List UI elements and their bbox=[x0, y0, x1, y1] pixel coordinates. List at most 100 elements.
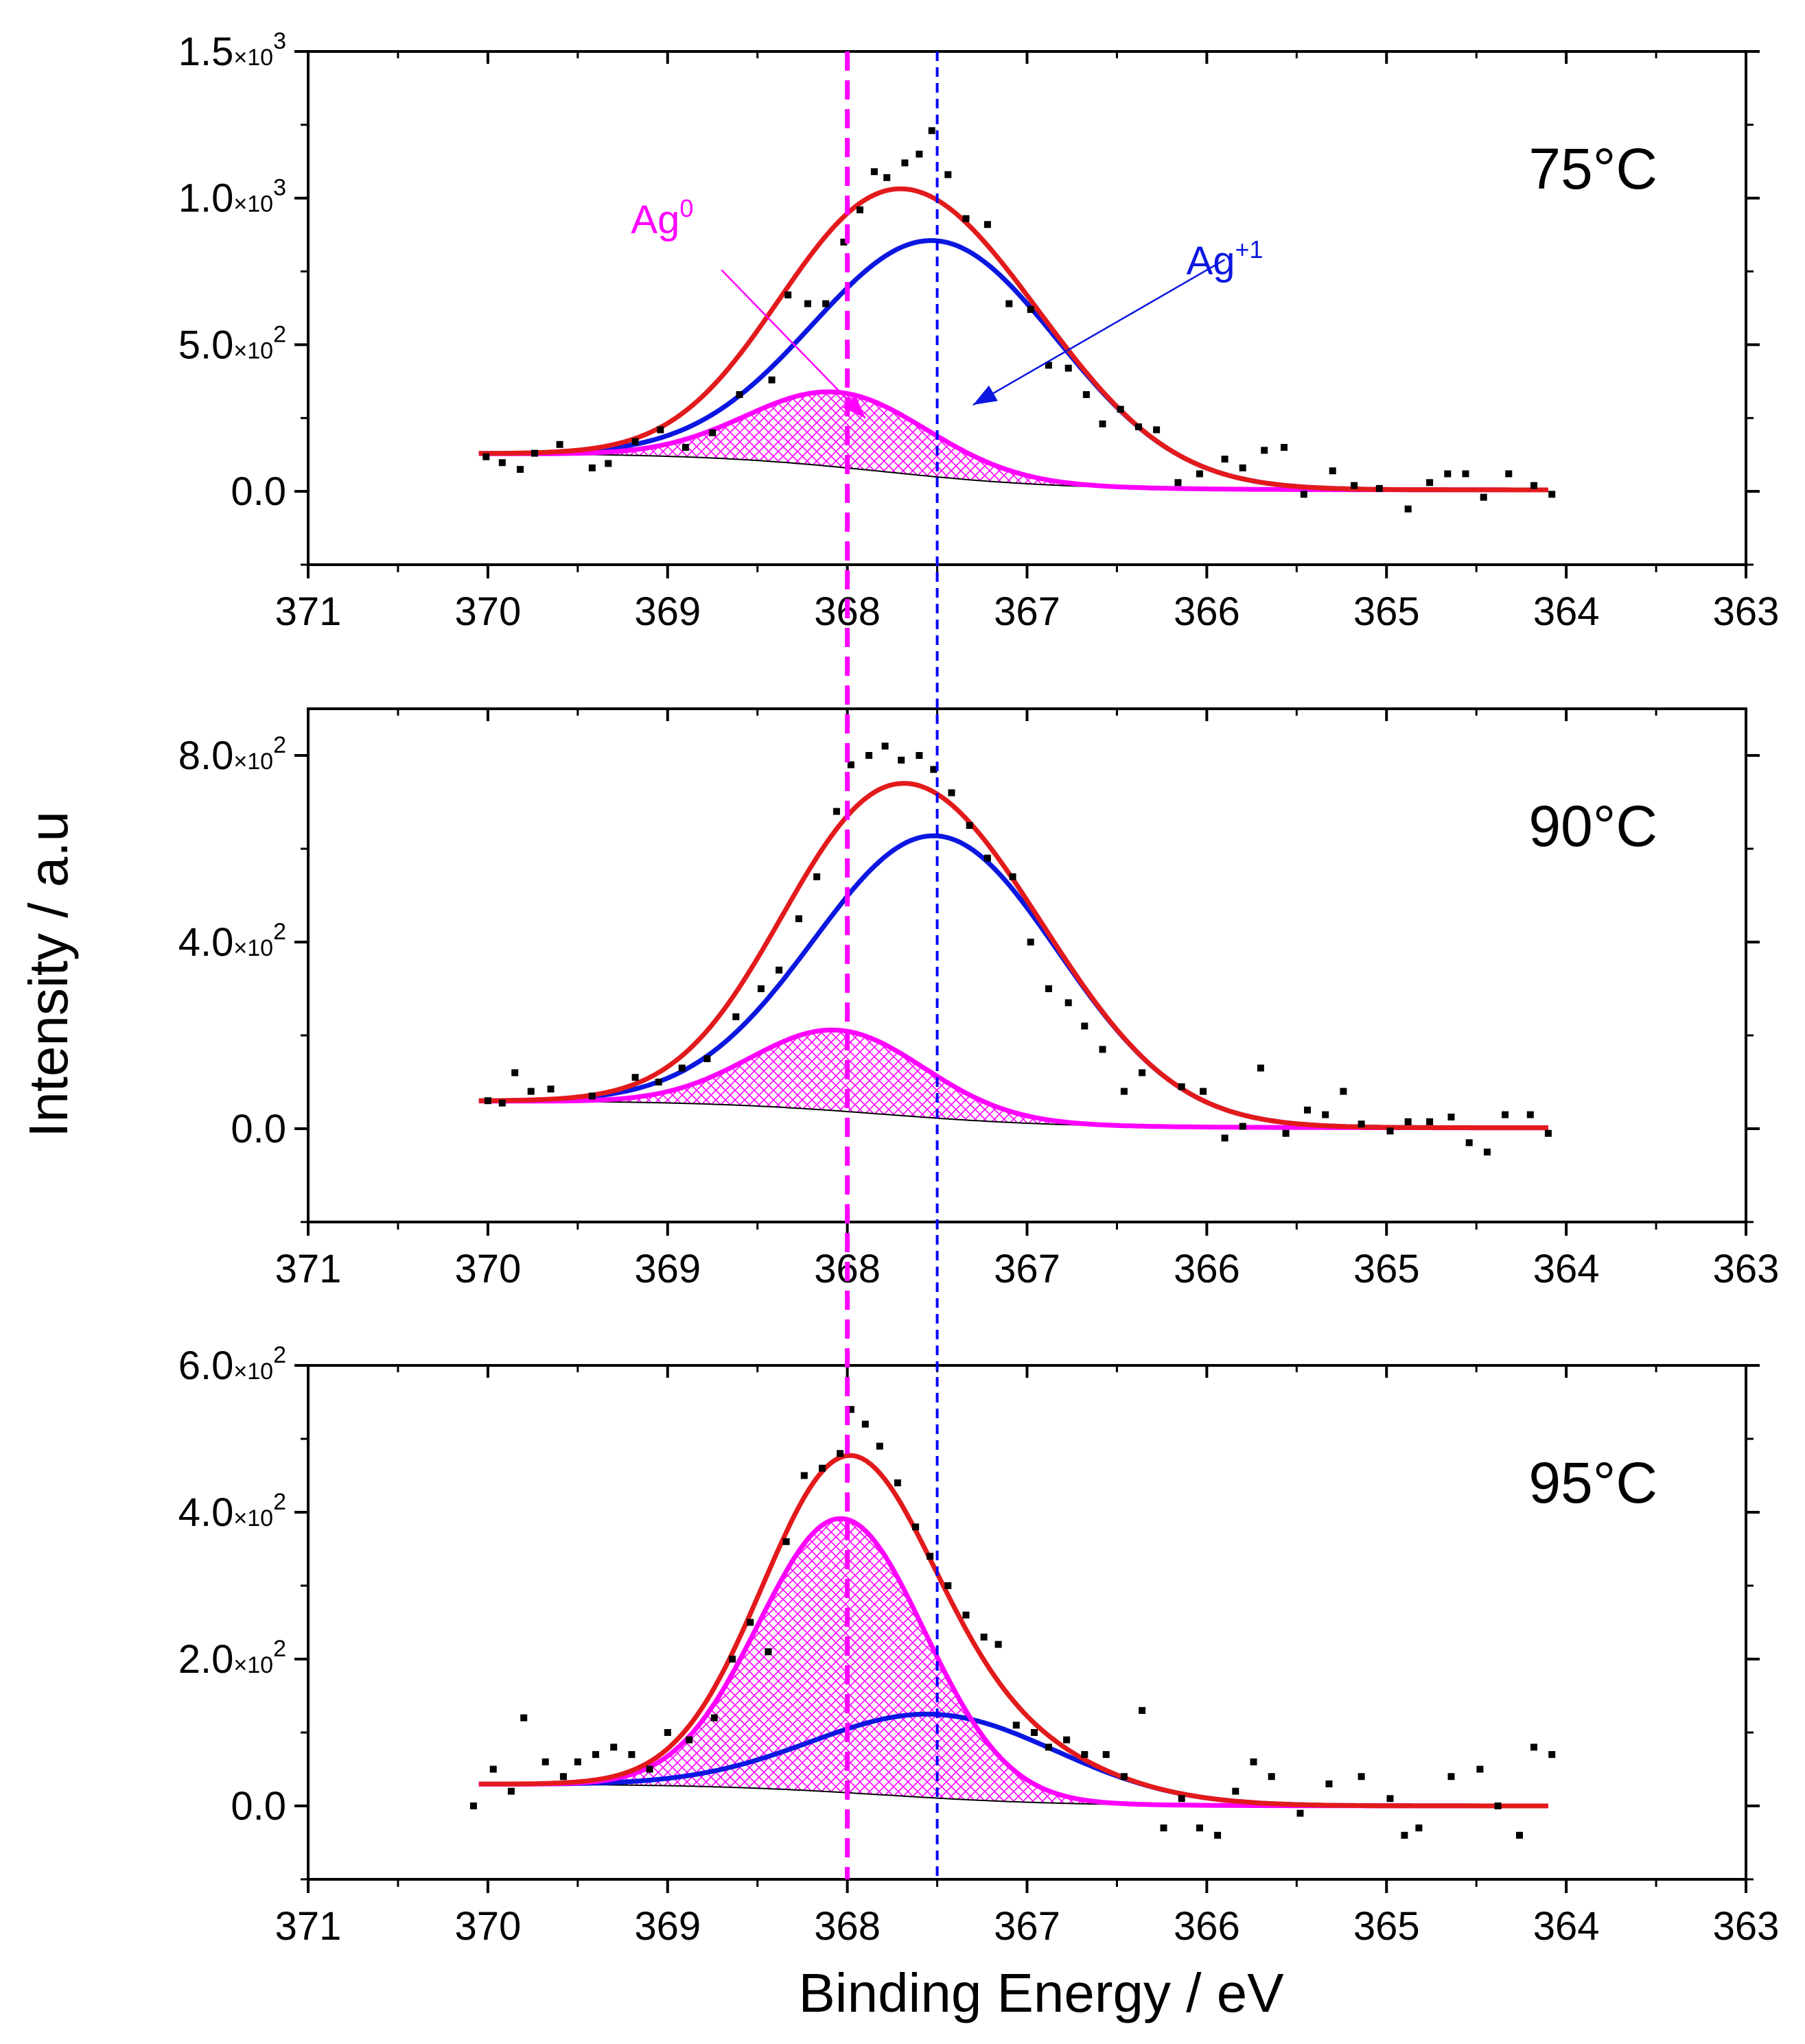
data-point bbox=[511, 1069, 519, 1077]
data-point bbox=[765, 1648, 772, 1656]
data-point bbox=[822, 300, 830, 307]
data-point bbox=[1178, 1795, 1185, 1802]
x-tick-label: 368 bbox=[814, 1904, 881, 1949]
panel-1: 371 370 369 368 367 366 365 364 3630.05.0×1021.0… bbox=[178, 28, 1780, 634]
data-point bbox=[1502, 1111, 1509, 1118]
data-point bbox=[628, 1751, 636, 1759]
data-point bbox=[1426, 1118, 1434, 1125]
data-point bbox=[1325, 1780, 1333, 1787]
data-point bbox=[800, 1472, 808, 1479]
data-point bbox=[876, 1442, 883, 1450]
data-point bbox=[531, 449, 538, 457]
data-point bbox=[782, 1538, 790, 1545]
data-point bbox=[1447, 1773, 1455, 1781]
data-point bbox=[1358, 1773, 1365, 1781]
data-point bbox=[678, 1064, 686, 1072]
plot-frame bbox=[307, 707, 1747, 1223]
data-point bbox=[1031, 1729, 1038, 1736]
ag0-annotation-label: Ag0 bbox=[631, 194, 693, 242]
data-point bbox=[710, 1714, 718, 1722]
data-point bbox=[1375, 484, 1383, 492]
reference-lines-layer bbox=[845, 51, 939, 1879]
data-point bbox=[994, 1641, 1002, 1648]
data-point bbox=[1476, 1765, 1484, 1773]
data-point bbox=[1153, 426, 1161, 434]
x-tick-label: 365 bbox=[1353, 1247, 1420, 1291]
data-point bbox=[1232, 1787, 1239, 1795]
data-point bbox=[484, 1097, 491, 1105]
y-tick-label: 1.5×103 bbox=[178, 28, 286, 74]
data-point bbox=[962, 215, 970, 222]
data-point bbox=[1386, 1127, 1394, 1135]
data-point bbox=[1117, 406, 1124, 413]
data-point bbox=[1530, 1743, 1537, 1751]
data-point bbox=[980, 1633, 988, 1641]
y-axis-title: Intensity / a.u bbox=[18, 811, 79, 1138]
x-tick-label: 369 bbox=[634, 1904, 701, 1949]
data-point bbox=[517, 466, 524, 473]
panels-layer: 371 370 369 368 367 366 365 364 363 0.0 5.0×102 1.0… bbox=[178, 28, 1780, 1949]
data-point bbox=[520, 1714, 528, 1722]
data-point bbox=[686, 1736, 693, 1743]
data-point bbox=[1239, 1123, 1246, 1130]
data-point bbox=[894, 1479, 901, 1487]
data-point bbox=[795, 915, 802, 922]
data-point bbox=[1548, 491, 1556, 498]
data-point bbox=[482, 453, 490, 460]
panel-2: 371 370 369 368 367 366 365 364 3630.04.0×1028.0… bbox=[178, 707, 1780, 1291]
data-point bbox=[776, 966, 783, 974]
data-point bbox=[1221, 456, 1228, 463]
x-tick-label: 367 bbox=[994, 1247, 1060, 1291]
x-tick-label: 367 bbox=[994, 1904, 1060, 1949]
data-point bbox=[916, 150, 923, 158]
data-point bbox=[847, 1406, 854, 1413]
data-point bbox=[898, 756, 905, 764]
data-point bbox=[861, 1420, 869, 1428]
data-point bbox=[1174, 479, 1182, 486]
data-point bbox=[1505, 470, 1513, 478]
x-tick-label: 370 bbox=[454, 1904, 521, 1949]
data-point bbox=[1012, 1722, 1020, 1729]
temperature-label: 95°C bbox=[1528, 1450, 1657, 1515]
data-point bbox=[1282, 1129, 1290, 1137]
x-tick-label: 363 bbox=[1713, 1247, 1780, 1291]
data-point bbox=[657, 426, 664, 434]
data-point bbox=[498, 459, 506, 467]
data-point bbox=[1160, 1824, 1167, 1832]
ag0-arrow bbox=[721, 269, 866, 419]
data-point bbox=[527, 1088, 535, 1095]
data-point bbox=[1483, 1149, 1491, 1155]
data-point bbox=[1340, 1088, 1347, 1095]
x-tick-label: 365 bbox=[1353, 589, 1420, 634]
ag0-component-line bbox=[478, 1027, 1548, 1131]
data-point bbox=[1009, 873, 1016, 880]
data-point bbox=[1322, 1111, 1329, 1118]
x-tick-label: 366 bbox=[1174, 1904, 1240, 1949]
data-point bbox=[655, 1079, 662, 1085]
data-point bbox=[1415, 1824, 1423, 1832]
data-point bbox=[1120, 1773, 1128, 1781]
data-point bbox=[1196, 470, 1203, 478]
data-point bbox=[1281, 444, 1288, 451]
x-tick-label: 371 bbox=[275, 589, 342, 634]
data-point bbox=[1178, 1083, 1185, 1090]
data-point bbox=[1045, 1743, 1052, 1751]
data-point bbox=[489, 1765, 497, 1773]
x-tick-label: 370 bbox=[454, 589, 521, 634]
data-point bbox=[732, 1013, 740, 1020]
y-tick-label: 8.0×102 bbox=[178, 732, 286, 778]
data-point bbox=[1064, 999, 1072, 1007]
data-point bbox=[1444, 470, 1452, 478]
data-point bbox=[1139, 1069, 1146, 1077]
data-point bbox=[469, 1802, 477, 1809]
x-tick-label: 369 bbox=[634, 589, 701, 634]
data-point bbox=[1480, 493, 1487, 501]
data-point bbox=[682, 444, 689, 451]
data-point bbox=[1099, 1046, 1106, 1053]
data-point bbox=[1196, 1824, 1203, 1832]
data-point bbox=[927, 1553, 934, 1560]
ag0-component-line bbox=[478, 1516, 1548, 1809]
y-tick-label: 0.0 bbox=[231, 1784, 286, 1829]
y-tick-label: 0.0 bbox=[231, 469, 286, 514]
ag0-hatched-area bbox=[478, 1518, 1548, 1806]
